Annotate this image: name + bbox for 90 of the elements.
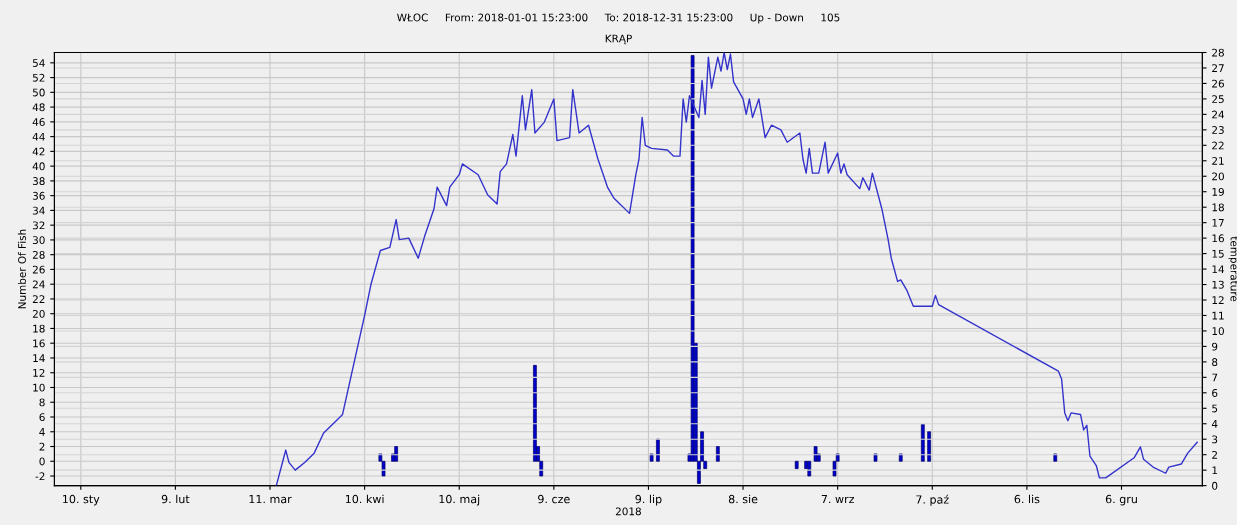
x-tick-label: 9. cze [538, 494, 570, 504]
y2-tick-label: 10 [1212, 327, 1224, 336]
y-tick-label: 50 [32, 88, 45, 97]
y2-tick-label: 24 [1212, 110, 1225, 119]
y2-tick-label: 28 [1212, 48, 1224, 57]
y-tick-label: 12 [33, 368, 45, 377]
y-tick-label: 14 [33, 354, 45, 362]
y2-tick-label: 2 [1212, 450, 1217, 459]
bar [927, 431, 931, 462]
y-tick-label: 30 [32, 236, 45, 245]
y-tick-label: 18 [33, 324, 45, 333]
y2-tick-label: 17 [1212, 219, 1224, 227]
y-tick-label: 36 [32, 191, 45, 200]
y2-tick-label: 11 [1212, 311, 1224, 320]
y2-tick-label: 5 [1212, 404, 1218, 413]
y-tick-label: 38 [32, 177, 45, 185]
y-tick-label: 52 [32, 73, 45, 82]
bar [656, 438, 660, 462]
y2-tick-label: 27 [1212, 64, 1224, 72]
y-tick-label: 48 [32, 103, 45, 112]
x-tick-label: 8. sie [728, 494, 758, 504]
y-tick-label: 6 [39, 413, 45, 422]
y2-axis-title: temperature [1228, 236, 1237, 302]
chart-title: WŁOC From: 2018-01-01 15:23:00 To: 2018-12-31 15:23:00 Up - Down 105 [397, 13, 840, 24]
x-tick-label: 11. mar [249, 494, 292, 504]
y2-tick-label: 20 [1212, 172, 1224, 181]
y-tick-label: 22 [32, 295, 45, 303]
x-tick-label: 7. wrz [821, 494, 854, 504]
y2-tick-label: 15 [1212, 249, 1224, 258]
y2-tick-label: 22 [1212, 141, 1224, 150]
y2-tick-label: 4 [1211, 420, 1218, 428]
x-tick-label: 7. paź [916, 494, 949, 506]
y2-tick-label: 19 [1212, 187, 1224, 196]
y2-tick-label: 13 [1212, 280, 1224, 289]
y-tick-label: 54 [32, 59, 45, 67]
y-tick-label: 0 [39, 457, 45, 466]
bar [898, 453, 903, 462]
y-tick-label: -2 [35, 472, 45, 480]
bar [533, 365, 537, 462]
y-tick-label: 8 [39, 398, 45, 407]
x-tick-label: 10. sty [63, 494, 100, 506]
x-tick-label: 10. maj [439, 494, 480, 506]
bar [873, 453, 878, 462]
y2-tick-label: 12 [1212, 296, 1224, 304]
y2-tick-label: 18 [1212, 203, 1224, 212]
line-series [275, 52, 1198, 486]
y-tick-label: 10 [33, 383, 45, 392]
y-tick-label: 44 [32, 132, 45, 141]
y2-tick-label: 14 [1212, 265, 1225, 274]
y2-tick-label: 9 [1212, 342, 1218, 351]
y2-tick-label: 0 [1212, 481, 1218, 490]
y-tick-label: 24 [32, 280, 45, 289]
bar [394, 446, 398, 462]
y-tick-label: 46 [32, 118, 45, 126]
y2-tick-label: 25 [1212, 95, 1224, 104]
bar [649, 453, 654, 462]
x-tick-label: 6. gru [1105, 494, 1137, 506]
y2-tick-label: 26 [1212, 79, 1224, 88]
y-tick-label: 40 [32, 162, 45, 171]
y-tick-label: 4 [39, 428, 45, 436]
bar [690, 55, 695, 462]
y2-tick-label: 7 [1212, 373, 1218, 382]
y-tick-label: 34 [32, 206, 45, 215]
y-tick-label: 26 [32, 265, 45, 274]
y2-tick-label: 21 [1212, 157, 1224, 165]
y-tick-label: 28 [32, 250, 45, 259]
x-tick-label: 10. kwi [345, 494, 384, 504]
y2-tick-label: 3 [1212, 435, 1218, 444]
bar [920, 424, 925, 462]
y-tick-label: 20 [32, 309, 45, 318]
bar [794, 460, 799, 469]
y-tick-label: 32 [32, 221, 45, 230]
chart-subtitle: KRĄP [605, 34, 632, 45]
y-tick-label: 42 [32, 147, 45, 156]
bar [715, 446, 720, 462]
y-axis-title: Number Of Fish [17, 229, 26, 309]
x-tick-label: 6. lis [1014, 494, 1040, 504]
y-tick-label: 16 [33, 339, 45, 348]
bar [813, 446, 818, 462]
bar [807, 460, 812, 477]
y2-tick-label: 16 [1212, 234, 1224, 243]
bar [1053, 453, 1058, 462]
y2-tick-label: 1 [1212, 466, 1218, 475]
y2-tick-label: 8 [1212, 358, 1218, 366]
y-tick-label: 2 [39, 442, 45, 451]
y2-tick-label: 23 [1212, 126, 1224, 134]
x-tick-label: 9. lip [635, 494, 662, 506]
y2-tick-label: 6 [1212, 389, 1218, 397]
x-tick-label: 9. lut [161, 494, 190, 504]
x-axis-title: 2018 [615, 507, 641, 516]
